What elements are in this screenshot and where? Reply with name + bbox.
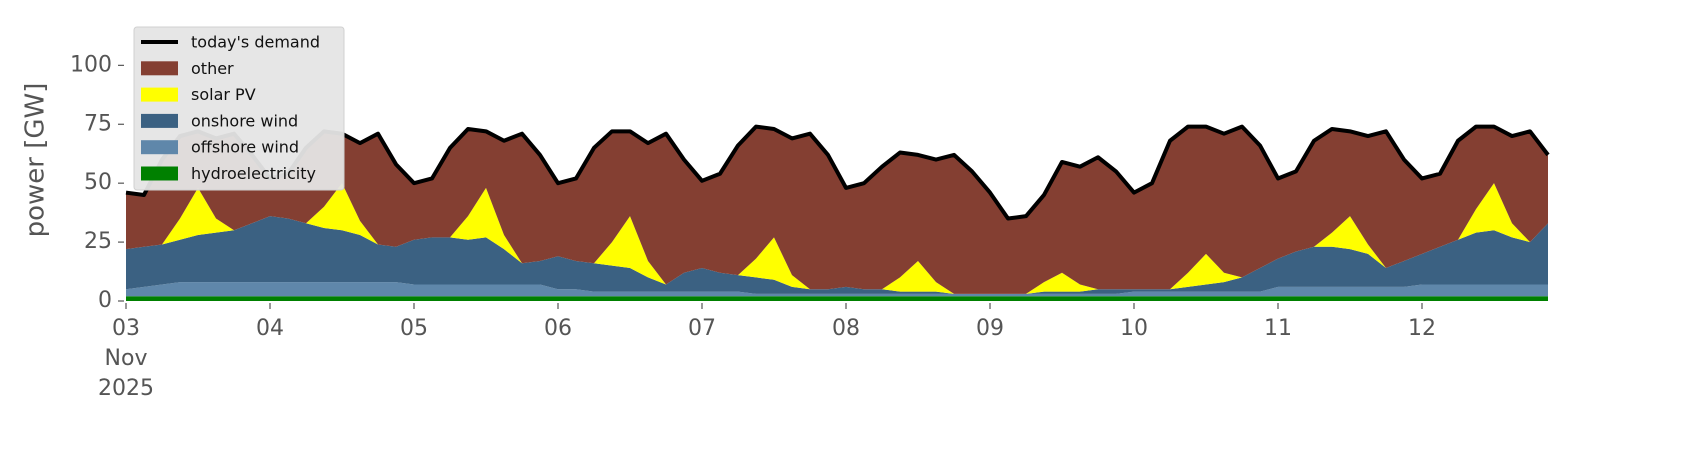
legend-label: solar PV — [191, 85, 256, 104]
x-tick-label: 12 — [1408, 316, 1436, 341]
y-tick-label: 100 — [70, 52, 112, 77]
legend-label: offshore wind — [191, 138, 299, 157]
legend-swatch — [141, 166, 178, 181]
y-tick-label: 25 — [84, 229, 112, 254]
legend-swatch — [141, 61, 178, 76]
x-tick-label: 09 — [976, 316, 1004, 341]
legend-label: hydroelectricity — [191, 164, 316, 183]
y-tick-label: 75 — [84, 111, 112, 136]
area — [126, 296, 1548, 301]
x-tick-label: 06 — [544, 316, 572, 341]
line — [125, 124, 1550, 221]
legend-swatch — [141, 87, 178, 102]
area — [126, 126, 1548, 294]
x-tick-label: 03 Nov 2025 — [98, 316, 154, 401]
area — [126, 216, 1548, 294]
area — [126, 183, 1548, 294]
legend-box — [133, 26, 345, 191]
y-tick-label: 0 — [98, 288, 112, 313]
y-axis-label: power [GW] — [21, 83, 51, 238]
legend-label: onshore wind — [191, 111, 298, 130]
x-tick-label: 08 — [832, 316, 860, 341]
legend-label: other — [191, 59, 234, 78]
x-tick-label: 10 — [1120, 316, 1148, 341]
y-tick-label: 50 — [84, 170, 112, 195]
legend-swatch — [141, 140, 178, 155]
x-tick-label: 05 — [400, 316, 428, 341]
legend-label: today's demand — [191, 33, 320, 52]
x-tick-label: 04 — [256, 316, 284, 341]
x-tick-label: 11 — [1264, 316, 1292, 341]
x-tick-label: 07 — [688, 316, 716, 341]
legend: today's demand other solar PV onshore wind o… — [133, 26, 345, 191]
legend-swatch — [141, 113, 178, 128]
area — [126, 282, 1548, 297]
